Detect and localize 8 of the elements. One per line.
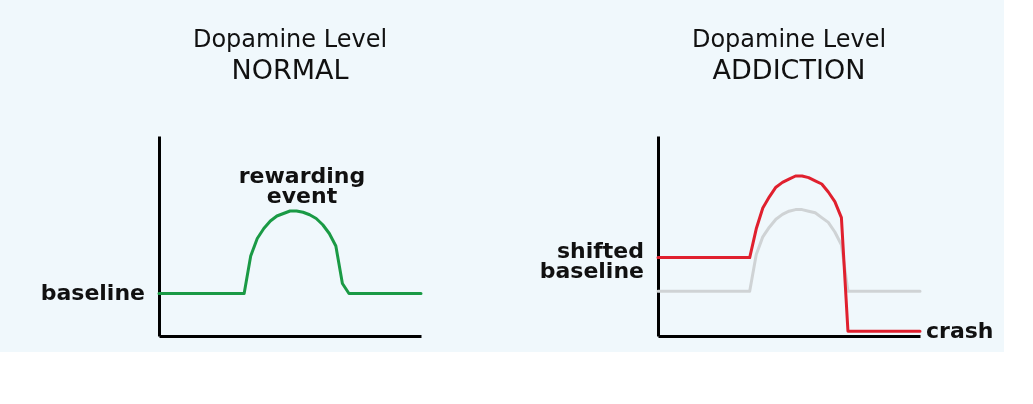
- text: baseline: [40, 280, 145, 305]
- text: crash: [926, 318, 994, 343]
- chart-subtitle: NORMAL: [231, 54, 349, 85]
- chart-title: Dopamine Level: [691, 25, 887, 53]
- text: shifted baseline: [539, 238, 644, 283]
- chart-title: Dopamine Level: [192, 25, 388, 53]
- chart-subtitle: ADDICTION: [712, 54, 866, 85]
- text: rewarding event: [238, 163, 366, 208]
